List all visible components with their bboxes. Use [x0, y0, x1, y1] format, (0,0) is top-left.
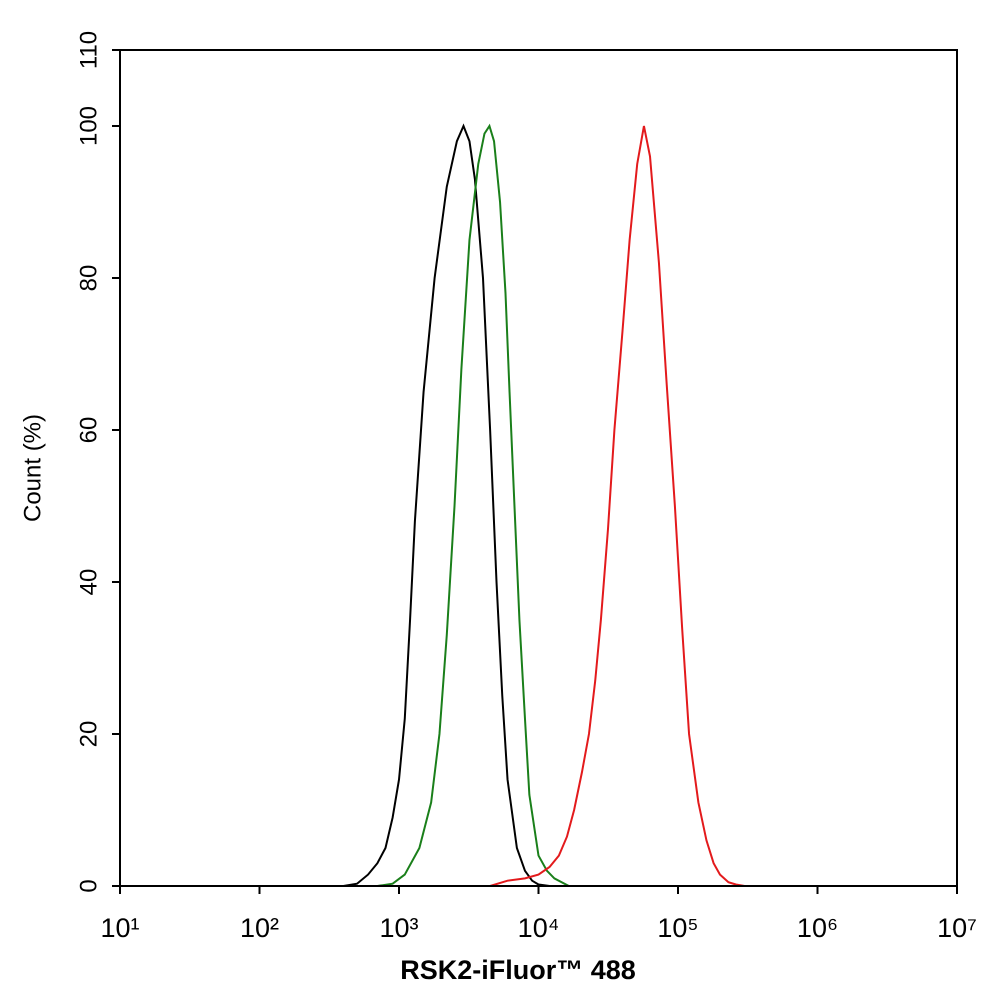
histogram-line — [301, 123, 957, 887]
x-tick-label: 10⁷ — [937, 913, 977, 943]
plot-frame — [119, 49, 958, 887]
x-axis-label: RSK2-iFluor™ 488 — [400, 955, 636, 985]
histogram-line — [120, 125, 957, 887]
y-tick-label: 40 — [75, 569, 102, 596]
y-tick-label: 110 — [75, 31, 102, 69]
y-axis-label: Count (%) — [19, 414, 46, 522]
x-tick-label: 10⁵ — [657, 913, 698, 943]
y-tick-label: 20 — [75, 721, 102, 748]
y-tick-label: 100 — [75, 106, 102, 146]
y-tick-label: 80 — [75, 265, 102, 292]
x-tick-label: 10¹ — [100, 913, 139, 943]
histogram-line — [120, 123, 957, 887]
y-tick-label: 0 — [75, 879, 102, 892]
x-tick-label: 10⁴ — [518, 913, 560, 943]
x-tick-label: 10⁶ — [797, 913, 838, 943]
y-tick-label: 60 — [75, 417, 102, 444]
x-tick-label: 10³ — [379, 913, 418, 943]
x-tick-label: 10² — [240, 913, 279, 943]
